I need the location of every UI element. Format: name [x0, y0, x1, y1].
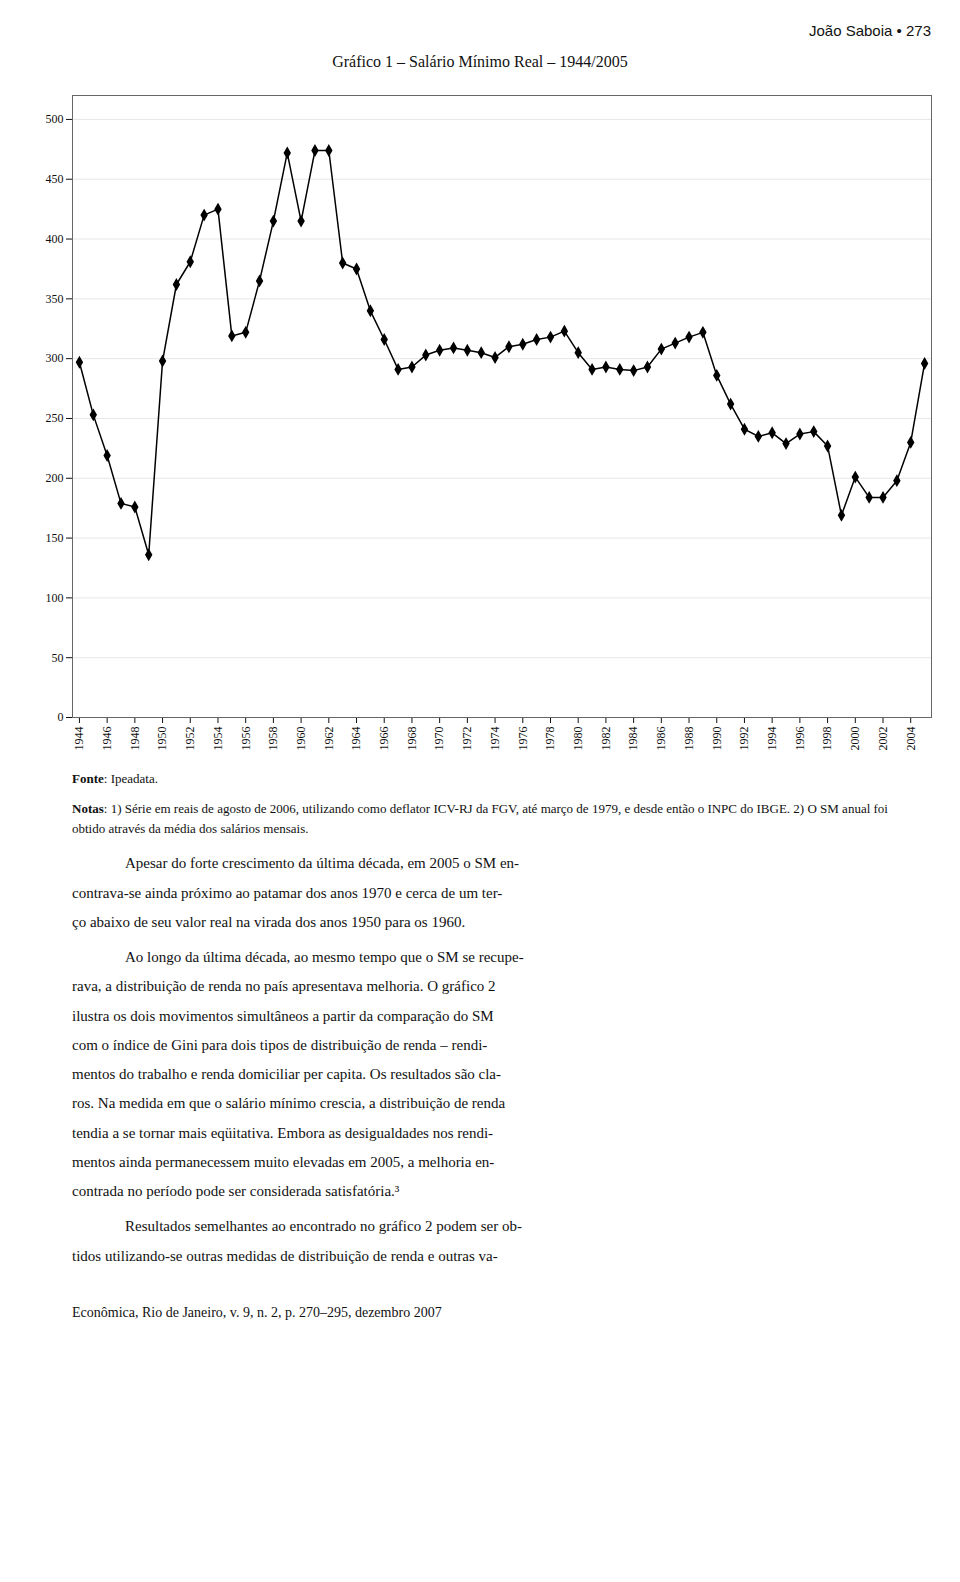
svg-text:150: 150: [46, 531, 64, 545]
svg-text:1966: 1966: [377, 727, 391, 751]
svg-text:1978: 1978: [543, 727, 557, 751]
svg-text:1984: 1984: [626, 727, 640, 751]
svg-text:1952: 1952: [183, 727, 197, 751]
svg-text:1968: 1968: [405, 727, 419, 751]
svg-text:400: 400: [46, 232, 64, 246]
svg-text:450: 450: [46, 172, 64, 186]
html-text:rava, a distribuição de renda: rava, a distribuição de renda no país ap…: [72, 978, 496, 995]
html-text:mentos do trabalho e renda dom: mentos do trabalho e renda domiciliar pe…: [72, 1066, 501, 1083]
svg-text:2004: 2004: [904, 727, 918, 751]
html-text:tendia a se tornar mais eqüita: tendia a se tornar mais eqüitativa. Embo…: [72, 1124, 494, 1141]
svg-text:0: 0: [58, 710, 64, 724]
svg-text:200: 200: [46, 471, 64, 485]
svg-text:1974: 1974: [488, 727, 502, 751]
html-text:Apesar do forte crescimento da: Apesar do forte crescimento da última dé…: [125, 855, 519, 872]
svg-text:1954: 1954: [211, 727, 225, 751]
html-text:Notas: 1) Série em reais de ag: Notas: 1) Série em reais de agosto de 20…: [72, 801, 888, 837]
svg-text:1988: 1988: [682, 727, 696, 751]
svg-text:1998: 1998: [820, 727, 834, 751]
svg-text:1982: 1982: [599, 727, 613, 751]
html-text:ço abaixo de seu valor real na: ço abaixo de seu valor real na virada do…: [72, 913, 466, 930]
svg-text:1950: 1950: [155, 727, 169, 751]
svg-text:350: 350: [46, 292, 64, 306]
svg-text:1996: 1996: [793, 727, 807, 751]
svg-text:1986: 1986: [654, 727, 668, 751]
svg-text:100: 100: [46, 591, 64, 605]
svg-text:1956: 1956: [239, 727, 253, 751]
html-text:mentos ainda permanecessem mui: mentos ainda permanecessem muito elevada…: [72, 1153, 495, 1170]
html-text:Fonte: Ipeadata.: Fonte: Ipeadata.: [72, 771, 158, 786]
html-text:Resultados semelhantes ao enco: Resultados semelhantes ao encontrado no …: [125, 1218, 522, 1235]
svg-text:1980: 1980: [571, 727, 585, 751]
svg-text:1970: 1970: [432, 727, 446, 751]
html-text:tidos utilizando-se outras med: tidos utilizando-se outras medidas de di…: [72, 1247, 498, 1264]
html-text:Ao longo da última década, ao: Ao longo da última década, ao mesmo temp…: [125, 949, 524, 966]
svg-text:1976: 1976: [516, 727, 530, 751]
svg-text:2000: 2000: [848, 727, 862, 751]
html-text:contrava-se ainda próximo ao p: contrava-se ainda próximo ao patamar dos…: [72, 884, 503, 901]
svg-text:1962: 1962: [322, 727, 336, 751]
html-text:contrada no período pode ser c: contrada no período pode ser considerada…: [72, 1183, 400, 1200]
svg-text:1958: 1958: [266, 727, 280, 751]
html-text:Econômica, Rio de Janeiro, v.: Econômica, Rio de Janeiro, v. 9, n. 2, p…: [72, 1304, 442, 1320]
svg-text:250: 250: [46, 411, 64, 425]
svg-text:300: 300: [46, 351, 64, 365]
svg-text:1960: 1960: [294, 727, 308, 751]
svg-text:1990: 1990: [710, 727, 724, 751]
svg-text:1972: 1972: [460, 727, 474, 751]
html-text:Gráfico 1 – Salário Mínimo Rea: Gráfico 1 – Salário Mínimo Real – 1944/2…: [332, 53, 628, 70]
svg-text:50: 50: [52, 651, 64, 665]
svg-text:500: 500: [46, 112, 64, 126]
html-text:ros. Na medida em que o salári: ros. Na medida em que o salário mínimo c…: [72, 1095, 506, 1112]
svg-text:1946: 1946: [100, 727, 114, 751]
svg-text:1948: 1948: [128, 727, 142, 751]
html-text:João Saboia • 273: João Saboia • 273: [809, 22, 931, 39]
svg-text:1944: 1944: [72, 727, 86, 751]
svg-text:1994: 1994: [765, 727, 779, 751]
html-text:ilustra os dois movimentos sim: ilustra os dois movimentos simultâneos a…: [72, 1007, 494, 1024]
svg-text:1964: 1964: [349, 727, 363, 751]
svg-text:1992: 1992: [737, 727, 751, 751]
svg-text:2002: 2002: [876, 727, 890, 751]
html-text:com o índice de Gini para dois: com o índice de Gini para dois tipos de …: [72, 1036, 488, 1053]
